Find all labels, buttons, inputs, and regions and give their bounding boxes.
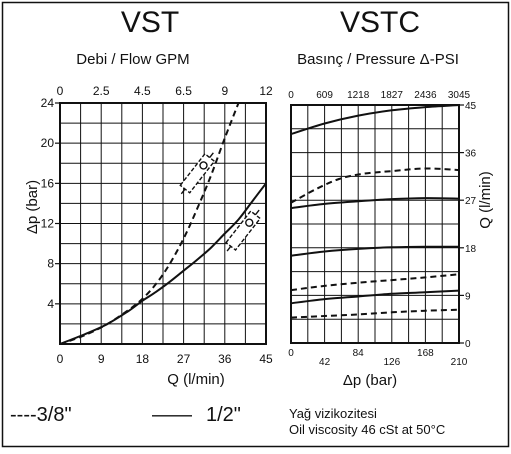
viscosity-note-line2: Oil viscosity 46 cSt at 50°C (289, 422, 445, 437)
vstc-x-tick-label: 42 (319, 357, 331, 368)
viscosity-note-label: Oil viscosity (289, 422, 358, 437)
vst-subtitle-en: Flow GPM (120, 51, 190, 68)
vstc-x-tick-label: 0 (288, 348, 294, 359)
vst-y-tick-label: 4 (47, 297, 54, 311)
vst-subtitle: Debi / Flow GPM (76, 51, 189, 68)
vstc-top-tick-label: 2436 (414, 90, 437, 101)
vst-top-tick-label: 4.5 (134, 84, 151, 98)
legend-dashed-3-8: ----3/8" (10, 404, 72, 426)
vstc-subtitle-en: Pressure Δ-PSI (355, 51, 458, 68)
vstc-series-7-dashed-line (291, 308, 459, 319)
vstc-y-tick-label: 0 (465, 339, 471, 350)
vst-valve-symbol-3-8-ball (199, 161, 208, 170)
vst-y-tick-label: 12 (41, 217, 55, 231)
vstc-x-tick-label: 126 (383, 357, 400, 368)
vst-valve-symbol-1-2-body (225, 210, 262, 251)
viscosity-note-line1: Yağ vizikozitesi (289, 406, 377, 421)
vstc-plot-border (290, 104, 460, 344)
vst-series-3-8-line (60, 103, 240, 344)
vst-top-tick-label: 9 (221, 84, 228, 98)
vstc-x-axis-label: Δp (bar) (343, 372, 397, 389)
vst-valve-symbol-1-2-port-b (254, 209, 260, 216)
vstc-y-tick-label: 9 (465, 291, 471, 302)
vstc-x-tick-label: 210 (451, 357, 468, 368)
legend-solid-line: —— (152, 404, 192, 426)
viscosity-note-value: 46 cSt at 50°C (358, 422, 446, 437)
vstc-series-2-dashed-line (291, 167, 459, 204)
vstc-series-4-solid-line (291, 245, 459, 257)
vst-valve-symbol-3-8 (179, 152, 216, 195)
vst-y-tick-label: 24 (41, 96, 55, 110)
vst-valve-symbol-1-2-port-a (226, 245, 232, 252)
vstc-y-tick-label: 18 (465, 244, 477, 255)
vst-valve-symbol-1-2-ball (245, 218, 254, 227)
vst-x-tick-label: 27 (177, 352, 191, 366)
vst-x-tick-label: 36 (218, 352, 232, 366)
vst-x-tick-label: 45 (259, 352, 273, 366)
vstc-series-6-solid-line (291, 289, 459, 305)
vst-subtitle-sep: / (107, 51, 120, 68)
vst-valve-symbol-3-8-body (179, 152, 216, 194)
vstc-series-5-dashed-line (291, 273, 459, 292)
vst-y-axis-label: Δp (bar) (24, 180, 41, 234)
vst-y-tick-label: 20 (41, 136, 55, 150)
vstc-series-1-solid-line (291, 105, 459, 136)
vstc-top-tick-label: 609 (316, 90, 333, 101)
vst-valve-symbol-3-8-port-a (180, 188, 186, 195)
vst-x-axis-label: Q (l/min) (167, 371, 225, 388)
vstc-x-tick-label: 84 (353, 348, 365, 359)
vstc-y-tick-label: 36 (465, 149, 477, 160)
vst-x-tick-label: 18 (136, 352, 150, 366)
vst-top-tick-label: 6.5 (175, 84, 192, 98)
vstc-y-axis-label: Q (l/min) (477, 171, 494, 229)
vst-subtitle-tr: Debi (76, 51, 107, 68)
vst-top-tick-label: 2.5 (93, 84, 110, 98)
vstc-subtitle: Basınç / Pressure Δ-PSI (297, 51, 459, 68)
vst-y-tick-label: 16 (41, 176, 55, 190)
vstc-y-tick-label: 45 (465, 101, 477, 112)
vst-title: VST (121, 6, 179, 39)
vst-top-tick-label: 0 (57, 84, 64, 98)
vstc-top-tick-label: 0 (288, 90, 294, 101)
vstc-series-3-solid-line (291, 197, 459, 210)
vstc-top-tick-label: 1827 (381, 90, 404, 101)
vstc-subtitle-sep: / (343, 51, 356, 68)
vstc-x-tick-label: 168 (417, 348, 434, 359)
vstc-top-tick-label: 3045 (448, 90, 471, 101)
vstc-subtitle-tr: Basınç (297, 51, 343, 68)
vst-valve-symbol-1-2 (225, 209, 262, 252)
vst-x-tick-label: 9 (98, 352, 105, 366)
vst-top-tick-label: 12 (259, 84, 273, 98)
vst-valve-symbol-3-8-port-b (209, 152, 214, 158)
vst-y-tick-label: 8 (47, 257, 54, 271)
legend-solid-1-2: 1/2" (206, 404, 241, 426)
vst-x-tick-label: 0 (57, 352, 64, 366)
vst-series-1-2-line (60, 182, 266, 344)
vstc-title: VSTC (340, 6, 420, 39)
vstc-top-tick-label: 1218 (347, 90, 370, 101)
vstc-y-tick-label: 27 (465, 196, 477, 207)
